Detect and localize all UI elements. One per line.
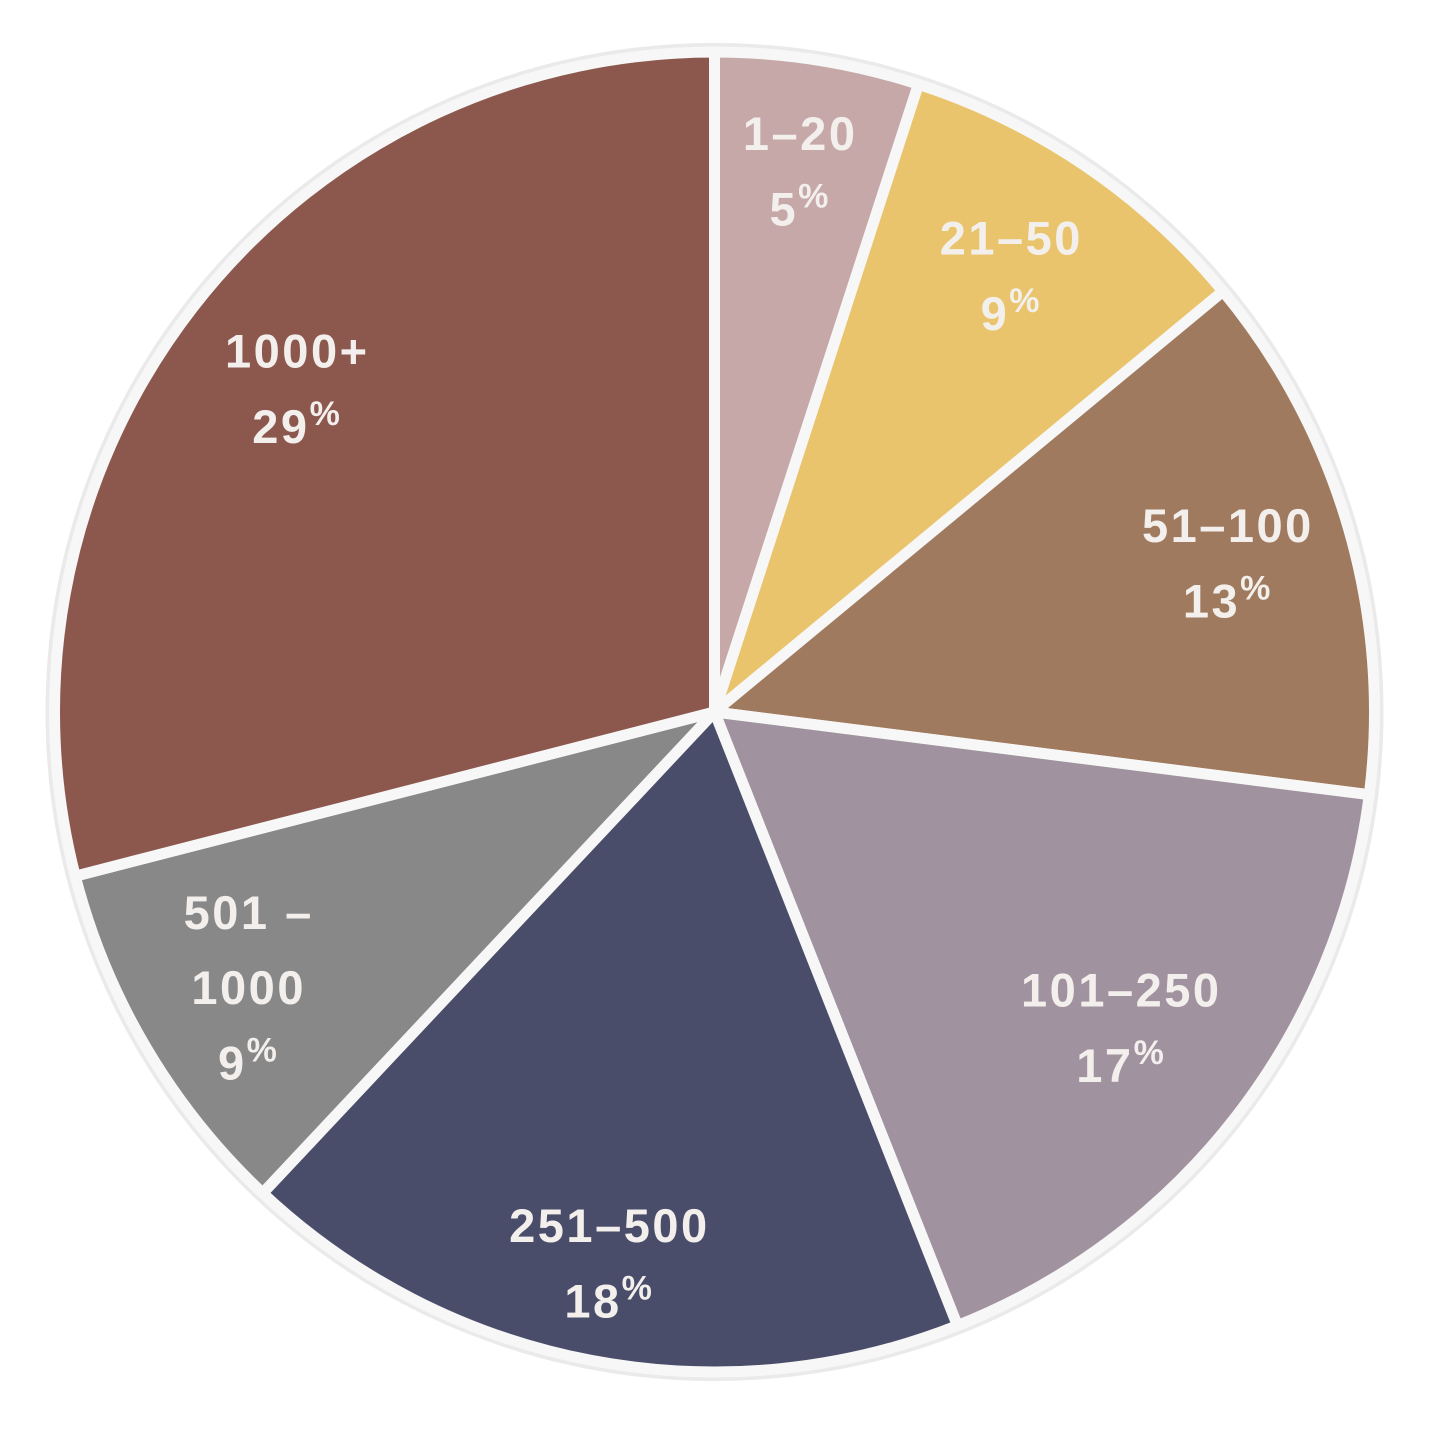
pie-slice-501-1000 [69,706,720,1199]
slice-percent-label: 18% [564,1270,654,1328]
slice-percent-label: 9% [218,1032,279,1090]
slice-label-line: 1000 [191,961,306,1014]
pie-slices [49,46,1381,1378]
slice-label-line: 501 – [184,886,314,939]
slice-label-line: 101–250 [1021,964,1221,1017]
slice-label-line: 51–100 [1142,499,1314,552]
slice-label-line: 1000+ [225,324,370,377]
pie-slice-251-500 [257,706,963,1378]
pie-slice-21-50 [709,78,1229,718]
slice-percent-label: 5% [770,177,831,235]
slice-percent-label: 17% [1076,1034,1166,1092]
slice-label-line: 21–50 [940,211,1083,264]
slice-percent-label: 29% [252,395,342,453]
slice-label-line: 1–20 [743,107,858,160]
pie-slice-101-250 [709,706,1375,1332]
slice-percent-label: 13% [1183,569,1273,627]
pie-slice-1000+ [49,46,720,882]
slice-percent-label: 9% [981,282,1042,340]
pie-slice-51-100 [709,285,1381,801]
pie-labels: 1–20 5% 21–50 9% 51–100 13% 101–250 17% 251–500 1… [184,107,1314,1328]
pie-outer-ring [45,43,1384,1381]
slice-label-line: 251–500 [509,1199,709,1252]
